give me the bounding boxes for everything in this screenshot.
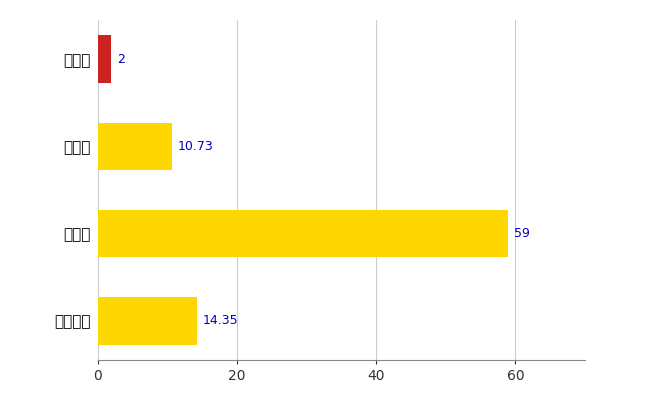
Bar bbox=[98, 36, 111, 83]
Bar bbox=[98, 210, 508, 258]
Text: 10.73: 10.73 bbox=[178, 140, 214, 153]
Bar bbox=[98, 122, 172, 170]
Text: 59: 59 bbox=[514, 227, 530, 240]
Text: 14.35: 14.35 bbox=[203, 314, 239, 327]
Text: 2: 2 bbox=[117, 53, 125, 66]
Bar bbox=[98, 297, 198, 344]
